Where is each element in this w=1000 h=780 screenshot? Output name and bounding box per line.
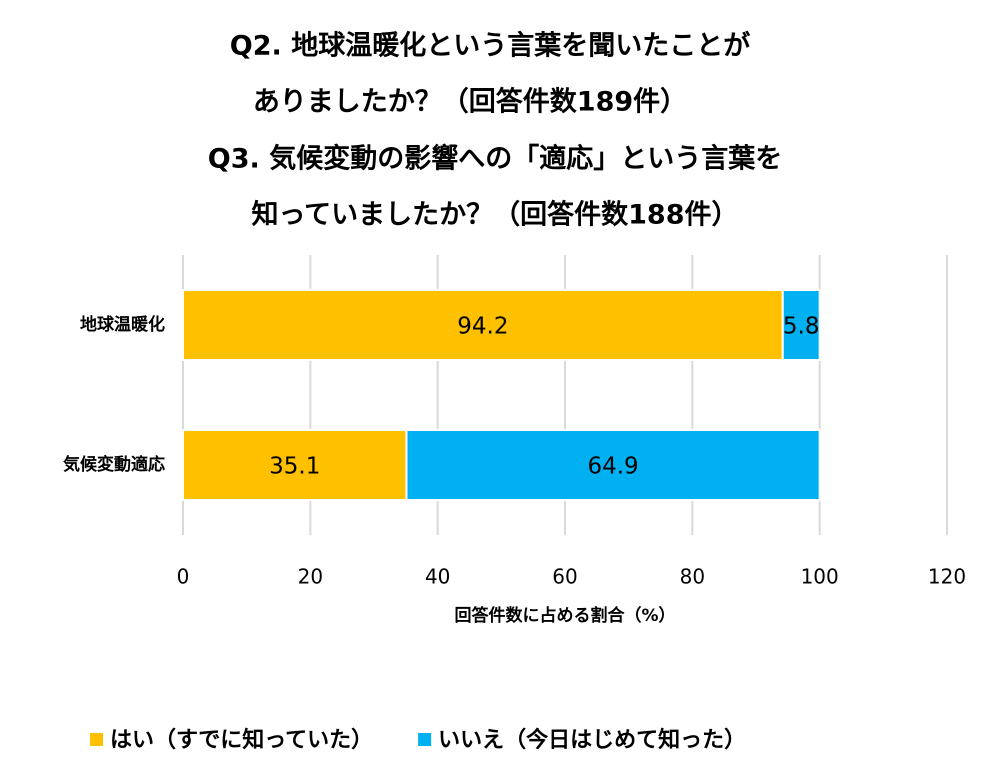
chart-title: 知っていましたか？（回答件数188件） [251, 199, 738, 231]
bar-segment [182, 289, 784, 361]
data-label: 94.2 [457, 314, 508, 340]
data-label: 5.8 [783, 314, 820, 340]
legend-swatch [418, 733, 432, 746]
chart-title: Q3. 気候変動の影響への「適応」という言葉を [208, 143, 782, 175]
chart-title: ありましたか？（回答件数189件） [253, 86, 687, 118]
legend-label: いいえ（今日はじめて知った） [438, 727, 746, 753]
x-tick-label: 80 [680, 565, 705, 589]
x-tick-label: 100 [801, 565, 839, 589]
legend-swatch [90, 733, 103, 746]
x-tick-label: 20 [298, 565, 323, 589]
x-tick-label: 120 [928, 565, 966, 589]
x-tick-label: 40 [425, 565, 450, 589]
x-tick-label: 60 [552, 565, 577, 589]
bar-segment [781, 289, 821, 361]
x-tick-label: 0 [177, 565, 190, 589]
chart-title: Q2. 地球温暖化という言葉を聞いたことが [230, 30, 750, 62]
data-label: 64.9 [587, 454, 638, 480]
bar-segment [405, 429, 821, 501]
y-tick-label: 地球温暖化 [80, 314, 165, 335]
y-tick-label: 気候変動適応 [62, 454, 165, 475]
bar-segment [182, 429, 408, 501]
x-axis-label: 回答件数に占める割合（%） [454, 605, 675, 626]
legend-label: はい（すでに知っていた） [110, 727, 373, 753]
data-label: 35.1 [269, 454, 320, 480]
